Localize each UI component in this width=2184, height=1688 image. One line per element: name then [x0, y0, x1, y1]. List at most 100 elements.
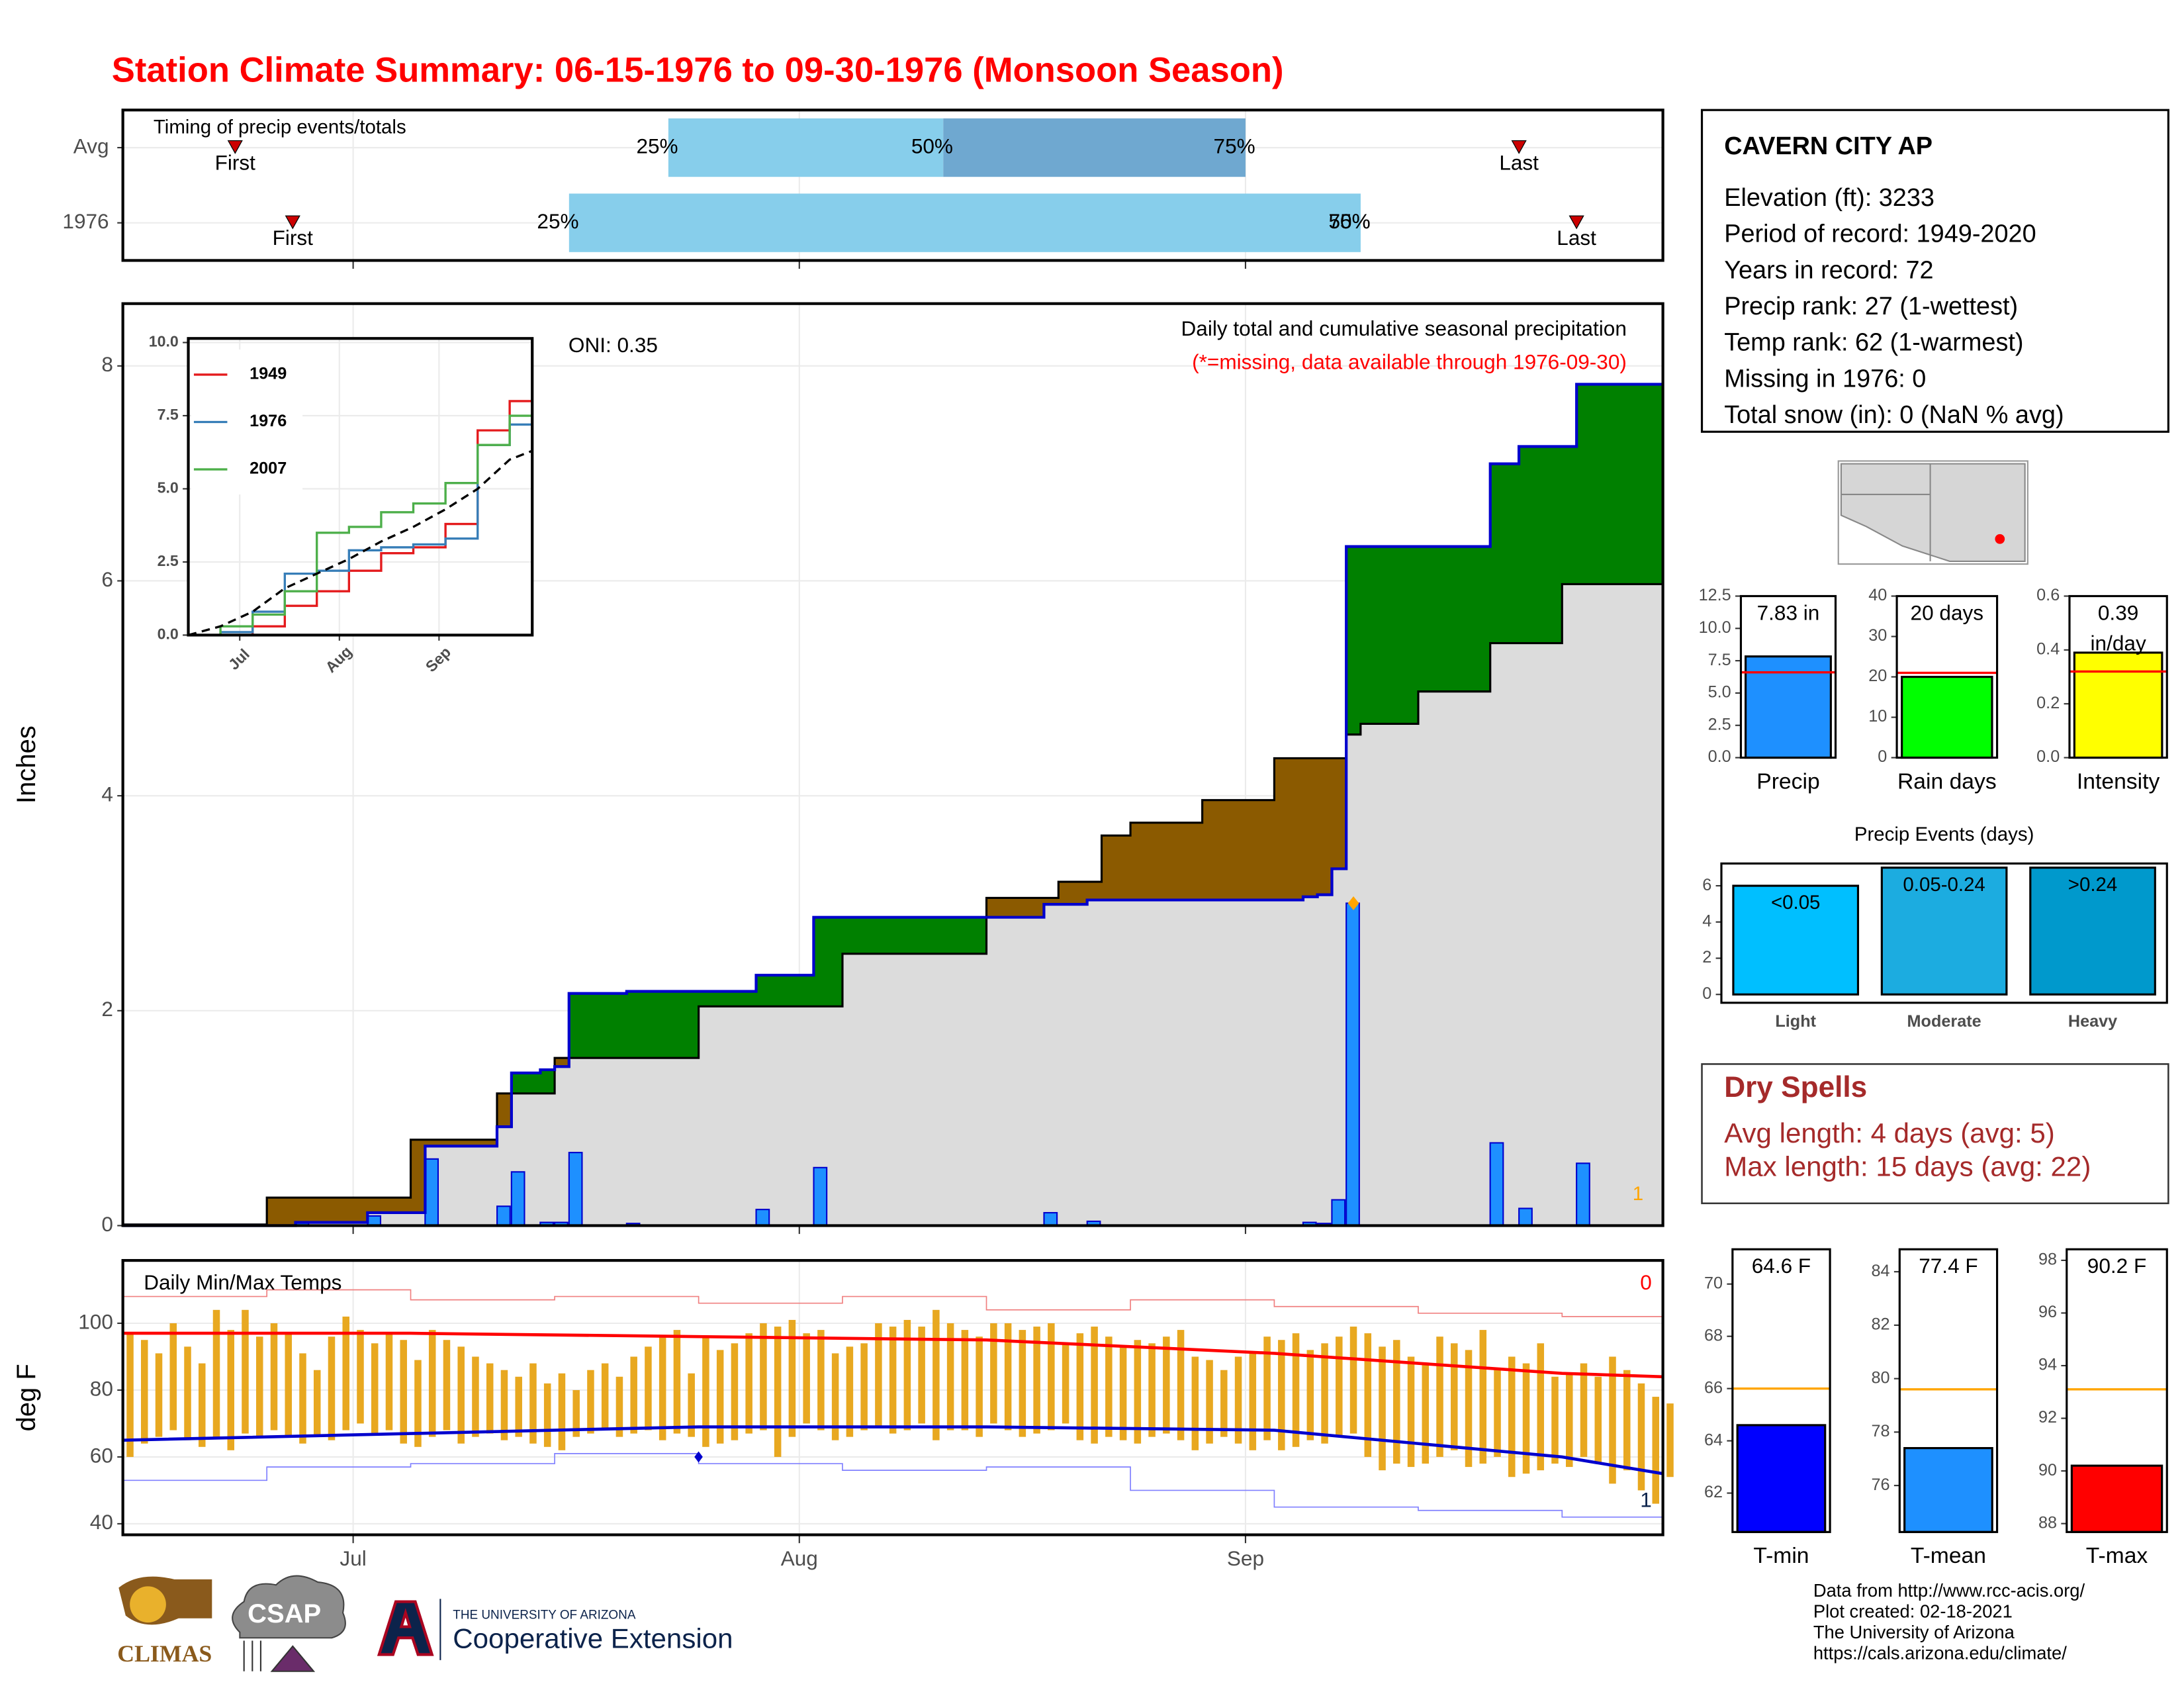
station-line: Years in record: 72	[1724, 256, 1933, 284]
daily-bar	[568, 1152, 583, 1227]
category-label: Moderate	[1907, 1012, 1981, 1031]
bar	[2029, 867, 2156, 996]
temp-bar	[1566, 1373, 1573, 1468]
temp-bar	[155, 1353, 163, 1437]
temp-bar	[1091, 1327, 1098, 1444]
avg-min-line	[122, 1425, 1664, 1476]
temp-bar	[1033, 1327, 1040, 1434]
temp-bar	[1119, 1346, 1127, 1440]
temp-bar	[500, 1370, 508, 1440]
avg-max-line	[122, 1331, 1663, 1379]
x-tick-label: Sep	[1227, 1546, 1264, 1570]
chart-subtitle: (*=missing, data available through 1976-…	[1192, 350, 1627, 373]
y-tick-label: 12.5	[1699, 586, 1731, 604]
y-tick-label: 5.0	[158, 479, 179, 496]
temp-bar	[299, 1353, 306, 1444]
temp-bar	[1594, 1376, 1602, 1464]
event-label: Last	[1557, 226, 1596, 250]
station-line: Period of record: 1949-2020	[1724, 220, 2036, 248]
daily-bar	[1576, 1162, 1590, 1227]
bin-label: >0.24	[2068, 874, 2118, 896]
temp-bar	[645, 1346, 652, 1430]
temp-bar	[212, 1309, 220, 1437]
low-count: 1	[1640, 1487, 1652, 1511]
temp-bar	[1177, 1330, 1185, 1440]
y-tick-label: 0.0	[158, 626, 179, 643]
temp-bar	[1105, 1336, 1113, 1437]
chart-title: Daily total and cumulative seasonal prec…	[1181, 316, 1627, 340]
panel-title: Daily Min/Max Temps	[144, 1270, 341, 1294]
temp-bar	[529, 1363, 537, 1444]
y-tick-label: 0.2	[2036, 694, 2060, 712]
y-tick-label: 20	[1868, 667, 1887, 685]
temp-bar	[1551, 1376, 1559, 1464]
temp-bar	[760, 1323, 767, 1430]
temp-bar	[673, 1330, 681, 1434]
daily-bar	[813, 1166, 828, 1227]
temp-bar	[1249, 1353, 1257, 1450]
temp-bar	[702, 1336, 709, 1447]
quartile-label: 50%	[911, 134, 953, 158]
page-title: Station Climate Summary: 06-15-1976 to 0…	[112, 50, 1284, 89]
panel-border	[121, 302, 1664, 1227]
y-tick-label: 0.0	[1708, 747, 1731, 766]
temp-bar	[817, 1330, 825, 1430]
y-tick-label: 90	[2038, 1461, 2057, 1479]
temp-bar	[875, 1323, 882, 1427]
temp-bar	[1191, 1356, 1199, 1450]
daily-bar	[1331, 1199, 1346, 1227]
quartile-label: 25%	[537, 209, 578, 233]
temp-bar	[1494, 1370, 1501, 1457]
locator-map	[1837, 460, 2028, 565]
row-label: 1976	[62, 209, 109, 233]
temp-bar	[918, 1327, 925, 1424]
temp-bar	[141, 1340, 148, 1444]
y-tick-label: 94	[2038, 1356, 2057, 1374]
temp-bar	[1436, 1336, 1443, 1457]
x-tick-label: Jul	[340, 1546, 366, 1570]
temp-bar	[1451, 1343, 1458, 1450]
credit-line: https://cals.arizona.edu/climate/	[1813, 1643, 2067, 1664]
panel-border	[121, 1258, 1664, 1536]
temp-bar	[659, 1336, 666, 1440]
category-label: Heavy	[2068, 1012, 2117, 1031]
station-box	[1700, 109, 2169, 433]
record-high-line	[122, 1289, 1664, 1320]
temp-bar	[414, 1360, 422, 1447]
temp-bar	[443, 1340, 451, 1430]
y-axis-label: deg F	[12, 1364, 41, 1431]
y-tick-label: 92	[2038, 1408, 2057, 1427]
temp-bar	[1278, 1340, 1285, 1450]
average-line	[122, 548, 1664, 1226]
bar	[2073, 651, 2163, 759]
temp-bar	[428, 1330, 436, 1437]
temp-bar	[1263, 1336, 1271, 1440]
y-tick-label: 68	[1704, 1326, 1723, 1344]
y-tick-label: 0.4	[2036, 640, 2060, 659]
temp-bar	[1609, 1356, 1616, 1484]
temp-bar	[1234, 1356, 1242, 1444]
temp-bar	[587, 1370, 594, 1434]
daily-bar	[1489, 1142, 1504, 1227]
temp-bar	[1364, 1333, 1372, 1457]
temp-bar	[731, 1343, 739, 1440]
temp-bar	[400, 1340, 407, 1444]
temp-bar	[285, 1333, 292, 1437]
map-border	[1841, 463, 1931, 561]
y-tick-label: 2	[1702, 948, 1711, 966]
y-tick-label: 10.0	[149, 333, 179, 350]
credit-line: Data from http://www.rcc-acis.org/	[1813, 1580, 2085, 1601]
temp-bar	[1206, 1360, 1213, 1444]
arizona-a	[377, 1600, 434, 1656]
temp-bar	[1508, 1356, 1516, 1477]
station-line: Temp rank: 62 (1-warmest)	[1724, 329, 2023, 357]
missing-count: 1	[1633, 1183, 1643, 1205]
panel-border	[1720, 862, 2168, 1004]
temp-bar	[1623, 1370, 1631, 1471]
value-label: 0.39 in/day	[2090, 601, 2146, 656]
csap-cloud	[232, 1575, 346, 1639]
panel-border	[187, 337, 534, 637]
y-tick-label: 8	[101, 352, 113, 376]
temp-bar	[184, 1346, 191, 1440]
temp-bar	[227, 1330, 235, 1450]
